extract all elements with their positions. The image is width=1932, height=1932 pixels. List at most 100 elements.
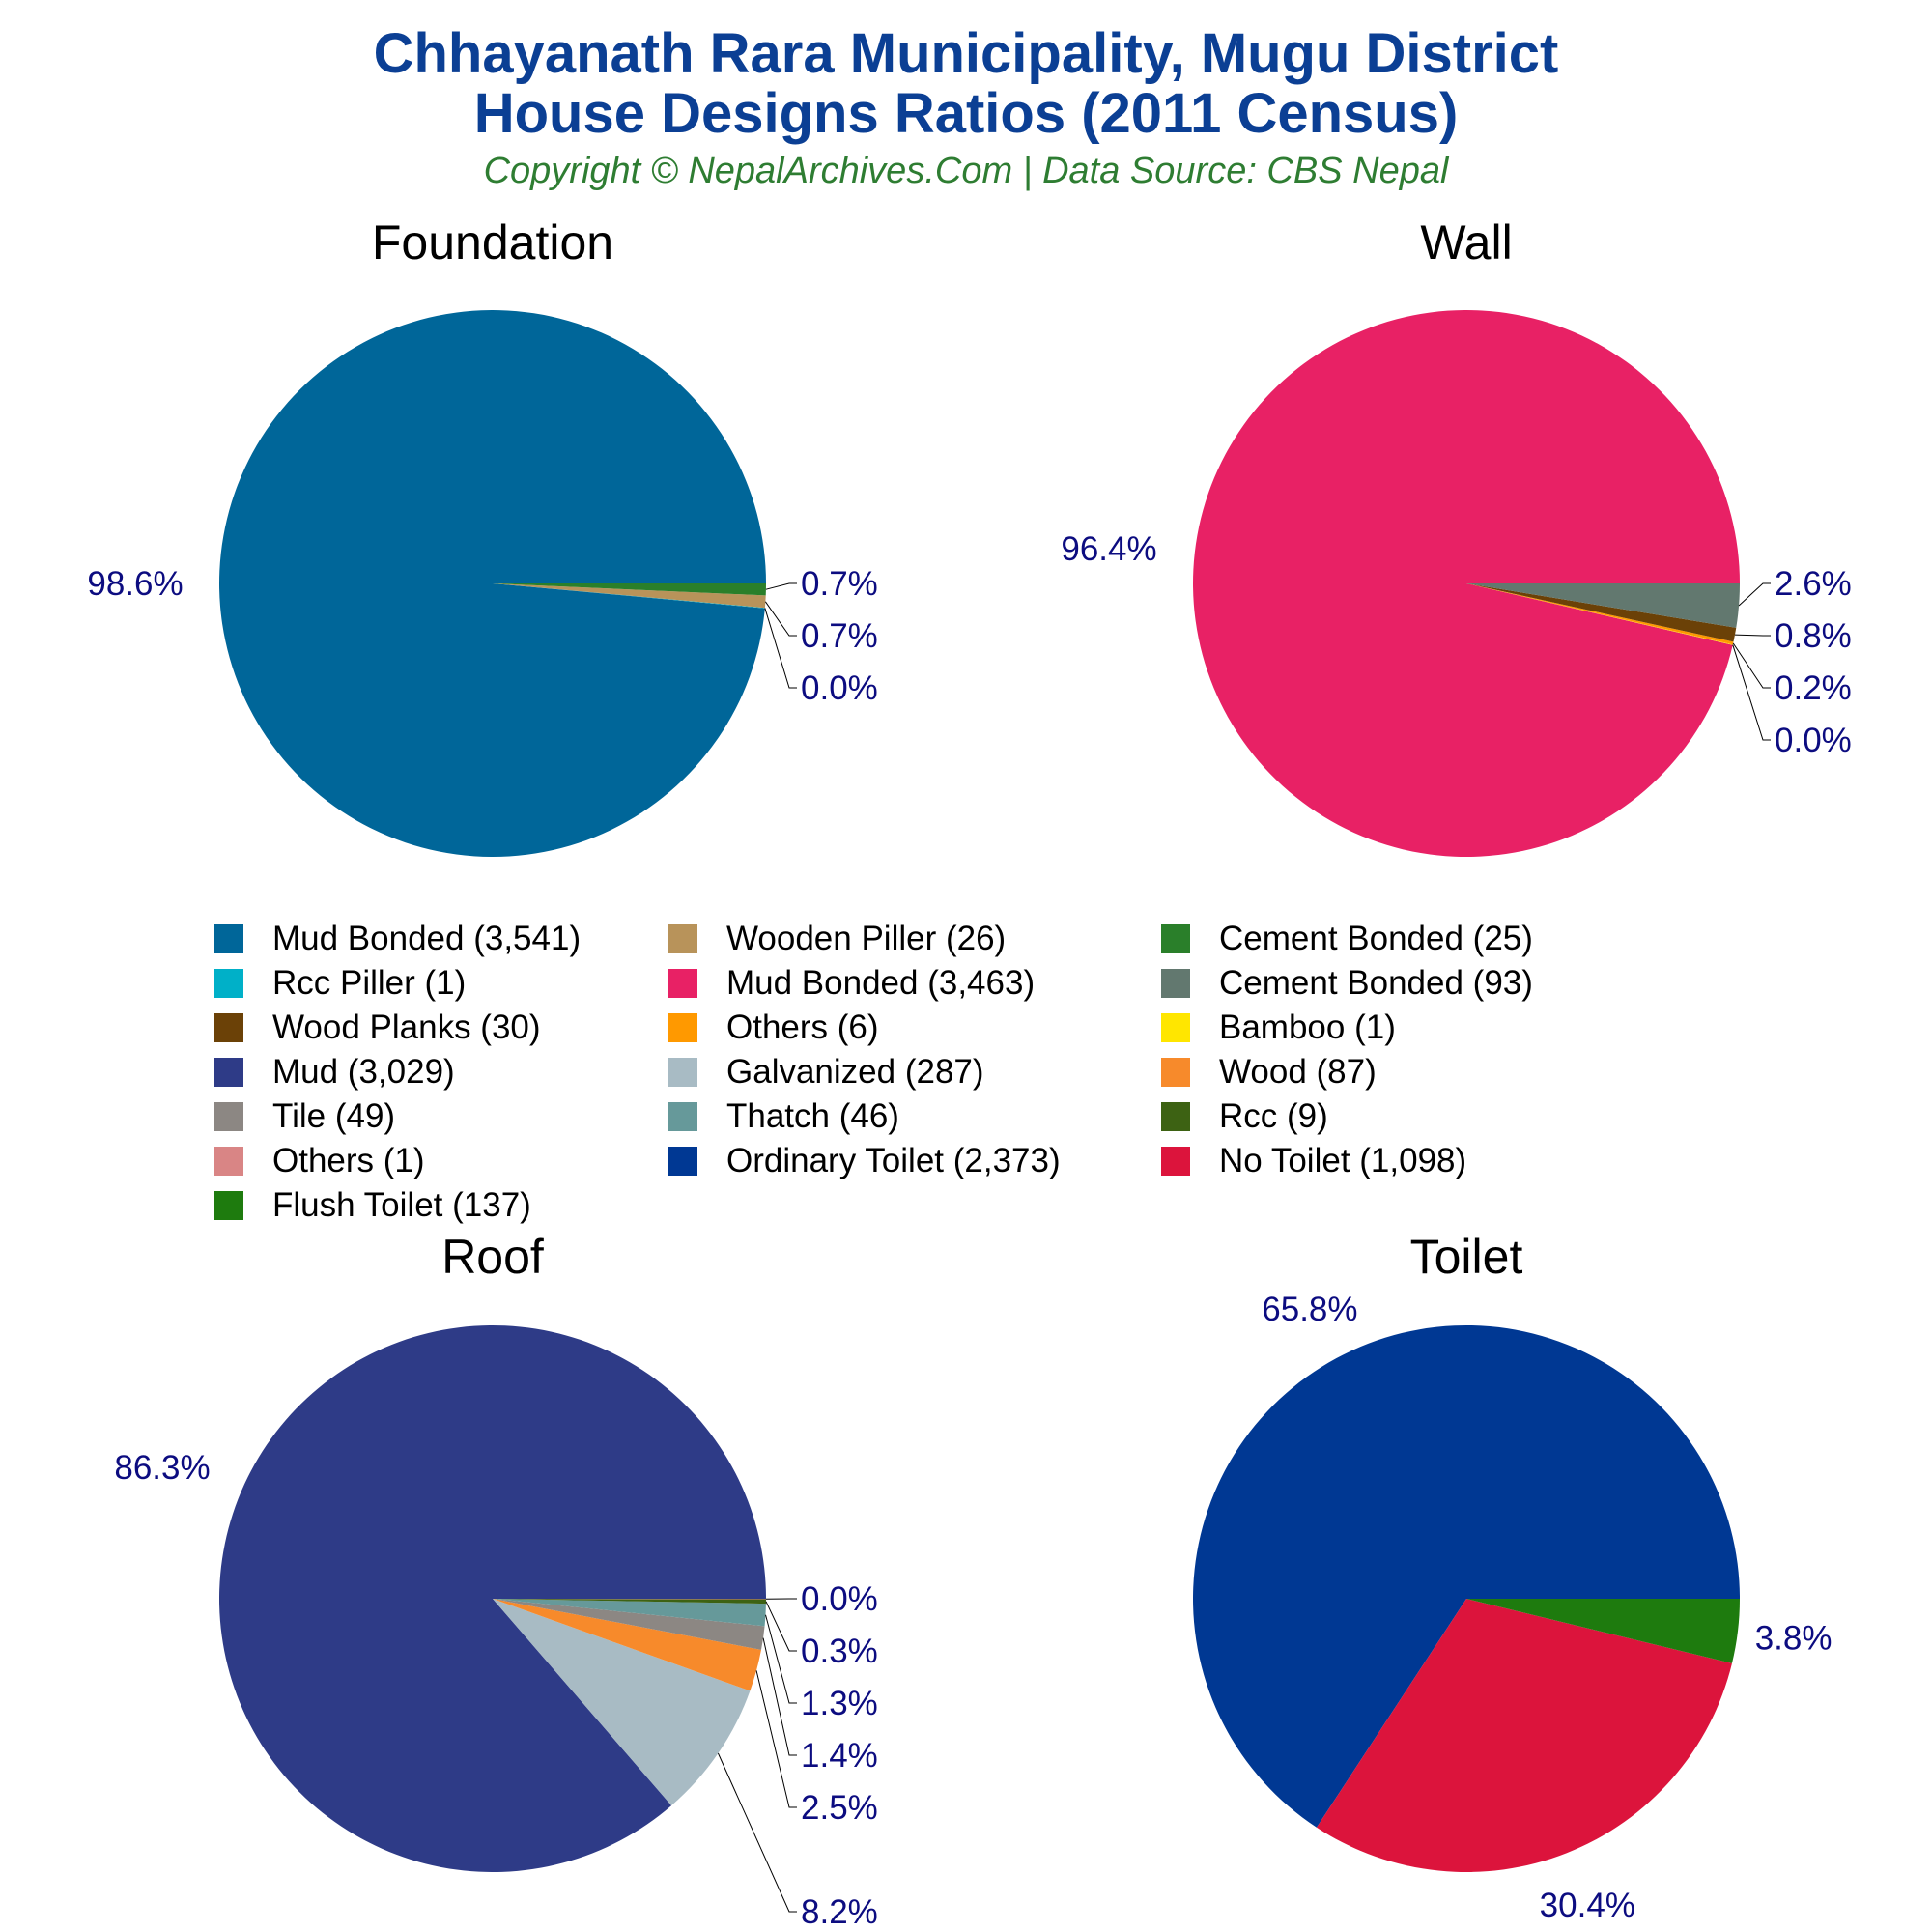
pie-chart-wall: Wall 96.4% 2.6% 0.8% 0.2% 0.0% <box>1061 215 1852 858</box>
data-label: 0.0% <box>801 1580 878 1618</box>
pie-slice <box>493 1599 766 1627</box>
data-label: 0.0% <box>1775 722 1852 759</box>
legend-swatch <box>214 1013 243 1042</box>
data-label: 2.5% <box>801 1789 878 1827</box>
legend-item: Wooden Piller (26) <box>668 918 1006 960</box>
legend-item: Thatch (46) <box>668 1095 899 1138</box>
legend-swatch <box>1161 1058 1190 1087</box>
legend-swatch <box>668 969 697 998</box>
data-label: 0.8% <box>1775 617 1852 655</box>
legend-item: Cement Bonded (93) <box>1161 962 1533 1005</box>
leader-line <box>764 601 797 637</box>
legend-label: Mud Bonded (3,463) <box>726 964 1036 1002</box>
legend-swatch <box>668 1013 697 1042</box>
pie-slice <box>493 583 766 609</box>
pie-slice <box>493 583 765 609</box>
data-label: 0.2% <box>1775 669 1852 707</box>
legend-item: Bamboo (1) <box>1161 1007 1396 1049</box>
leader-line <box>755 1670 797 1808</box>
leader-line <box>762 1637 797 1756</box>
legend-item: Galvanized (287) <box>668 1051 984 1094</box>
legend-item: Rcc (9) <box>1161 1095 1328 1138</box>
legend-item: Cement Bonded (25) <box>1161 918 1533 960</box>
legend-swatch <box>1161 969 1190 998</box>
leader-line <box>1732 642 1771 689</box>
legend-label: Mud Bonded (3,541) <box>272 920 582 957</box>
data-label: 86.3% <box>114 1449 210 1487</box>
leader-line <box>765 1601 797 1652</box>
data-label: 0.7% <box>801 617 878 655</box>
data-label: 0.3% <box>801 1633 878 1670</box>
leader-line <box>765 1614 797 1704</box>
legend-label: Bamboo (1) <box>1219 1009 1396 1046</box>
legend-item: Mud Bonded (3,463) <box>668 962 1035 1005</box>
legend-label: Wood Planks (30) <box>272 1009 541 1046</box>
pie-title: Roof <box>441 1230 544 1284</box>
pie-slice <box>493 1599 765 1650</box>
data-label: 30.4% <box>1540 1887 1635 1924</box>
legend-item: Wood Planks (30) <box>214 1007 541 1049</box>
data-label: 3.8% <box>1755 1620 1833 1658</box>
legend-swatch <box>1161 924 1190 953</box>
legend-label: Flush Toilet (137) <box>272 1186 531 1224</box>
pie-slice <box>218 1325 766 1873</box>
legend-swatch <box>214 1102 243 1131</box>
legend-swatch <box>214 1058 243 1087</box>
data-label: 65.8% <box>1262 1291 1357 1328</box>
data-label: 1.4% <box>801 1737 878 1775</box>
legend-swatch <box>1161 1102 1190 1131</box>
legend-swatch <box>668 1147 697 1176</box>
legend-label: Cement Bonded (25) <box>1219 920 1533 957</box>
data-label: 0.0% <box>801 669 878 707</box>
leader-line <box>1732 644 1771 741</box>
pie-title: Foundation <box>372 215 613 270</box>
legend-item: Ordinary Toilet (2,373) <box>668 1140 1061 1182</box>
legend-swatch <box>668 1058 697 1087</box>
pie-slice <box>219 309 767 857</box>
legend-label: Wooden Piller (26) <box>726 920 1007 957</box>
pie-title: Toilet <box>1410 1230 1523 1284</box>
legend-label: Rcc Piller (1) <box>272 964 467 1002</box>
legend-swatch <box>214 1191 243 1220</box>
legend-label: Galvanized (287) <box>726 1053 984 1091</box>
legend-swatch <box>1161 1147 1190 1176</box>
leader-line <box>717 1752 797 1913</box>
legend-item: Mud Bonded (3,541) <box>214 918 581 960</box>
pie-chart-roof: Roof 86.3% 0.0% 0.3% 1.3% 1.4% 2.5% 8.2% <box>114 1230 877 1931</box>
pie-slice <box>1466 583 1734 645</box>
legend-item: Flush Toilet (137) <box>214 1184 531 1227</box>
legend-swatch <box>1161 1013 1190 1042</box>
legend-label: Others (1) <box>272 1142 425 1179</box>
data-label: 96.4% <box>1061 530 1156 568</box>
legend-label: Wood (87) <box>1219 1053 1377 1091</box>
data-label: 98.6% <box>87 565 183 603</box>
legend-item: No Toilet (1,098) <box>1161 1140 1466 1182</box>
legend-label: Cement Bonded (93) <box>1219 964 1533 1002</box>
pie-title: Wall <box>1420 215 1512 270</box>
legend-item: Mud (3,029) <box>214 1051 455 1094</box>
pie-slice <box>1193 310 1740 858</box>
legend-label: Rcc (9) <box>1219 1097 1328 1135</box>
legend-item: Others (1) <box>214 1140 425 1182</box>
leader-line <box>765 582 797 590</box>
legend-swatch <box>214 969 243 998</box>
legend-label: No Toilet (1,098) <box>1219 1142 1467 1179</box>
legend-item: Others (6) <box>668 1007 879 1049</box>
legend-label: Mud (3,029) <box>272 1053 455 1091</box>
legend-label: Tile (49) <box>272 1097 396 1135</box>
leader-line <box>1734 634 1771 637</box>
data-label: 0.7% <box>801 565 878 603</box>
legend: Mud Bonded (3,541) Wooden Piller (26) Ceme… <box>214 918 1895 1227</box>
pie-slice <box>493 1599 751 1806</box>
pie-chart-toilet: Toilet 65.8% 30.4% 3.8% <box>1193 1230 1832 1924</box>
pie-slice <box>493 1599 762 1691</box>
chart-title-line-1: Chhayanath Rara Municipality, Mugu Distr… <box>373 22 1559 85</box>
legend-item: Wood (87) <box>1161 1051 1377 1094</box>
pie-chart-foundation: Foundation 98.6% 0.7% 0.7% 0.0% <box>87 215 878 857</box>
leader-line <box>1738 582 1771 607</box>
pie-slice <box>493 583 766 596</box>
pie-slice <box>493 1599 767 1600</box>
legend-swatch <box>214 924 243 953</box>
pie-slice <box>1466 583 1737 642</box>
